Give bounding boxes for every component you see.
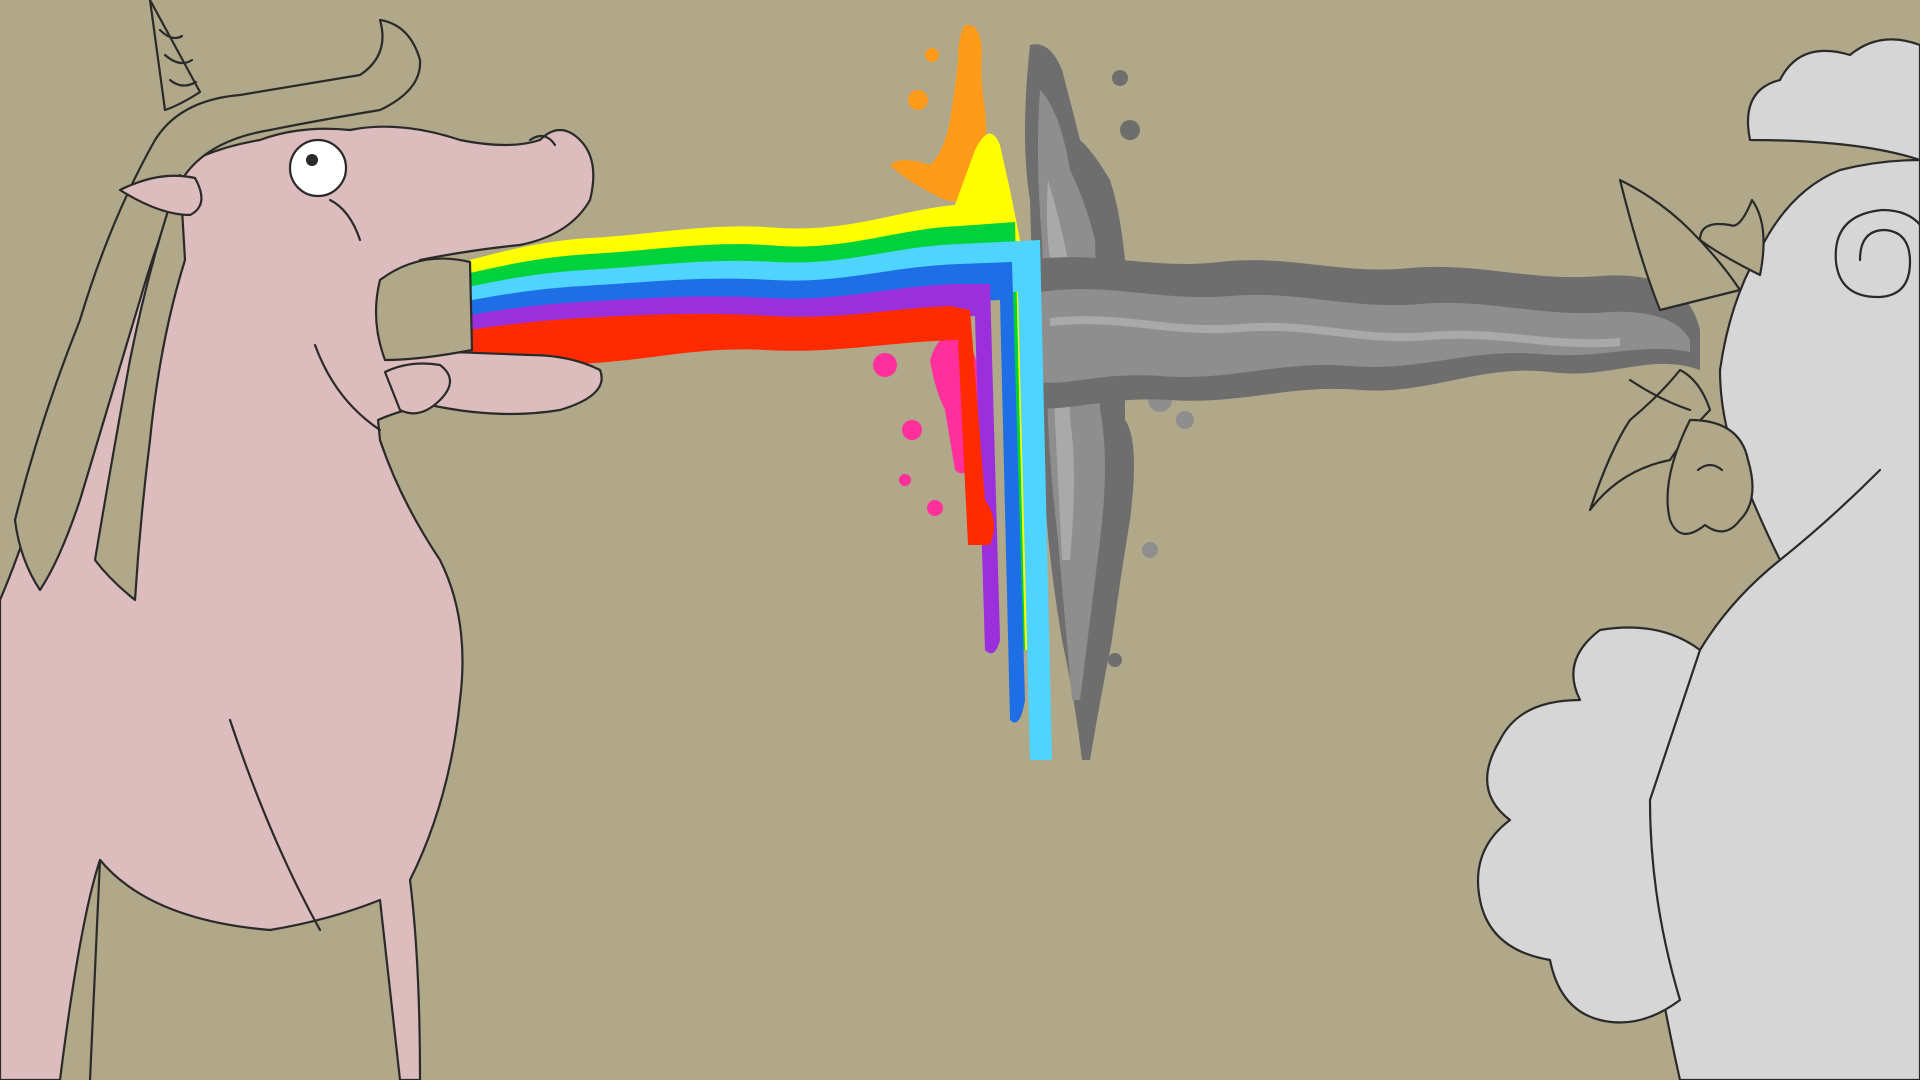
gray-splash [1120, 120, 1140, 140]
chicken-mouth-line [1628, 378, 1692, 412]
chicken-beak-lower [1588, 368, 1712, 512]
pink-splash [873, 353, 897, 377]
orange-splash [925, 48, 939, 62]
unicorn-pupil [306, 154, 318, 166]
unicorn-tongue [383, 362, 452, 415]
gray-stream [1025, 44, 1700, 761]
unicorn-ear [118, 174, 203, 217]
unicorn-chest-line [228, 718, 322, 932]
unicorn-eye [288, 138, 348, 198]
chicken-chest-line [1778, 468, 1882, 562]
orange-splash [890, 24, 987, 202]
unicorn-leg-line [88, 858, 102, 1080]
unicorn-horn [148, 0, 202, 112]
gray-splash [1108, 653, 1122, 667]
chicken-wattle [1666, 418, 1754, 535]
pink-splash [927, 500, 943, 516]
unicorn-nostril [528, 134, 557, 147]
unicorn-mane [13, 18, 422, 592]
chicken-wattle-fold [1696, 463, 1724, 472]
chicken-beak-upper [1698, 198, 1765, 277]
unicorn-mane-lock [93, 173, 187, 602]
unicorn-chin [313, 343, 382, 432]
unicorn-horn-ridge [158, 28, 198, 87]
unicorn-mouth [374, 257, 474, 362]
chicken-wing [1476, 626, 1702, 1024]
unicorn-icon [0, 0, 603, 1080]
gray-splash [1142, 542, 1158, 558]
gray-stream-band-3 [1050, 316, 1620, 348]
chicken-icon [1476, 38, 1920, 1080]
chicken-comb [1746, 38, 1920, 162]
unicorn-eye-line [328, 198, 362, 242]
pink-splash [902, 420, 922, 440]
gray-splash [1112, 70, 1128, 86]
pink-splash [899, 474, 911, 486]
orange-splash [908, 90, 928, 110]
gray-splash [1176, 411, 1194, 429]
chicken-eye-spiral [1834, 208, 1920, 299]
chicken-head-crest [1618, 178, 1742, 312]
